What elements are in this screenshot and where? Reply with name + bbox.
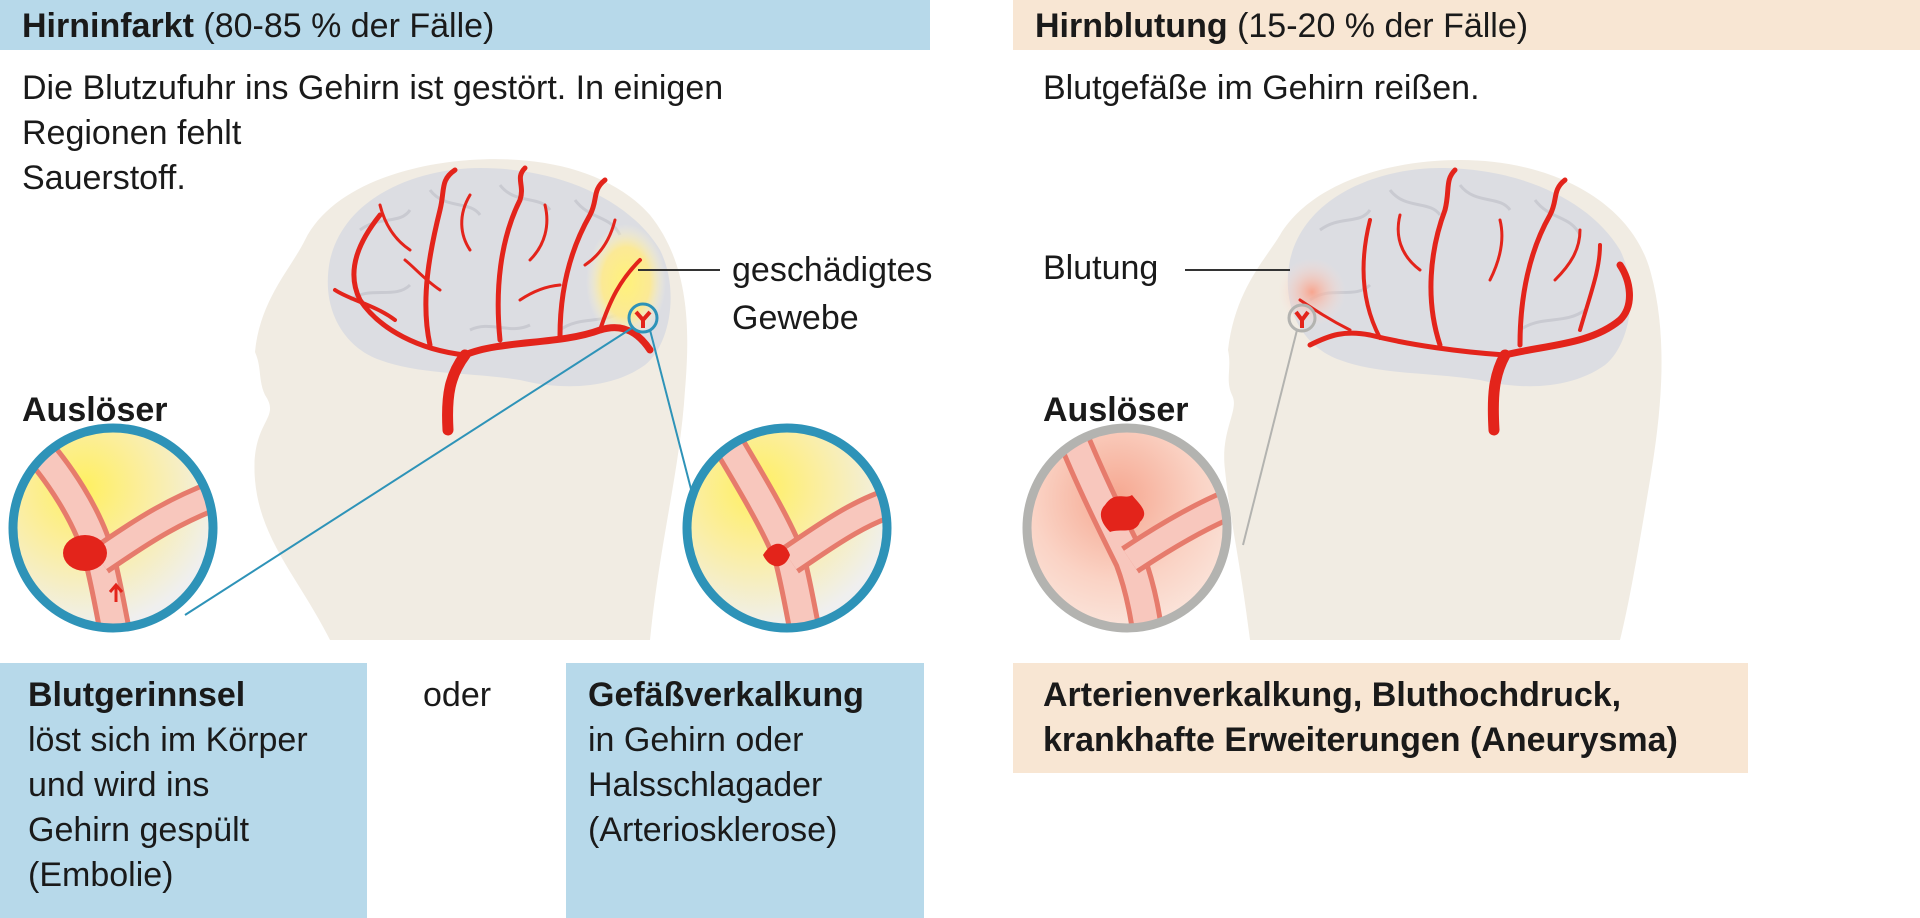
- zoom-circle-embolism: [8, 423, 218, 633]
- header-ischemic-stroke-share: (80-85 % der Fälle): [193, 7, 495, 45]
- right-brain-vessels: [1298, 167, 1633, 436]
- ischemic-desc-line2: Regionen fehlt: [22, 114, 242, 152]
- cause-embolism-line3: Gehirn gespült: [28, 811, 250, 849]
- header-hemorrhagic-stroke: Hirnblutung (15-20 % der Fälle): [1013, 0, 1920, 50]
- right-locator-circle: [1287, 303, 1317, 333]
- cause-calcification-box: Gefäßverkalkung in Gehirn oder Halsschla…: [566, 663, 924, 918]
- cause-embolism-box: Blutgerinnsel löst sich im Körper und wi…: [0, 663, 367, 918]
- ischemic-description: Die Blutzufuhr ins Gehirn ist gestört. I…: [22, 66, 723, 201]
- left-trigger-label: Auslöser: [22, 391, 168, 429]
- cause-calcification-title: Gefäßverkalkung: [588, 676, 864, 714]
- zoom-circle-bleeding: [1022, 423, 1232, 633]
- cause-calcification-line1: in Gehirn oder: [588, 721, 804, 759]
- cause-calcification-line3: (Arteriosklerose): [588, 811, 838, 849]
- cause-calcification-line2: Halsschlagader: [588, 766, 823, 804]
- cause-embolism-line2: und wird ins: [28, 766, 210, 804]
- bleeding-glow: [1278, 258, 1346, 326]
- right-locator-vessel: [1294, 310, 1310, 328]
- header-hemorrhagic-stroke-share: (15-20 % der Fälle): [1227, 7, 1529, 45]
- zoom-circle-calcification: [682, 423, 892, 633]
- connector-line-bleeding: [1242, 329, 1298, 546]
- cause-hemorrhage-line2: krankhafte Erweiterungen (Aneurysma): [1043, 721, 1678, 759]
- left-locator-vessel: [634, 310, 652, 328]
- damaged-tissue-label-line2: Gewebe: [732, 299, 859, 337]
- cause-hemorrhage-line1: Arterienverkalkung, Bluthochdruck,: [1043, 676, 1622, 714]
- damaged-tissue-label-line1: geschädigtes: [732, 251, 933, 289]
- left-brain-vessels: [333, 165, 654, 436]
- cause-embolism-title: Blutgerinnsel: [28, 676, 246, 714]
- ischemic-desc-line1: Die Blutzufuhr ins Gehirn ist gestört. I…: [22, 69, 724, 107]
- damaged-tissue-glow: [586, 224, 666, 340]
- bleeding-label: Blutung: [1043, 249, 1159, 287]
- header-ischemic-stroke-title: Hirninfarkt: [22, 7, 194, 45]
- header-ischemic-stroke: Hirninfarkt (80-85 % der Fälle): [0, 0, 930, 50]
- connector-line-embolism: [184, 327, 633, 616]
- damaged-tissue-label: geschädigtes Gewebe: [732, 246, 932, 342]
- right-trigger-label: Auslöser: [1043, 391, 1189, 429]
- cause-embolism-line4: (Embolie): [28, 856, 174, 894]
- hemorrhagic-desc-line1: Blutgefäße im Gehirn reißen.: [1043, 69, 1480, 107]
- or-label: oder: [423, 676, 492, 714]
- ischemic-desc-line3: Sauerstoff.: [22, 159, 186, 197]
- cause-embolism-line1: löst sich im Körper: [28, 721, 308, 759]
- header-hemorrhagic-stroke-title: Hirnblutung: [1035, 7, 1228, 45]
- left-locator-circle: [627, 302, 659, 334]
- cause-hemorrhage-box: Arterienverkalkung, Bluthochdruck, krank…: [1013, 663, 1748, 773]
